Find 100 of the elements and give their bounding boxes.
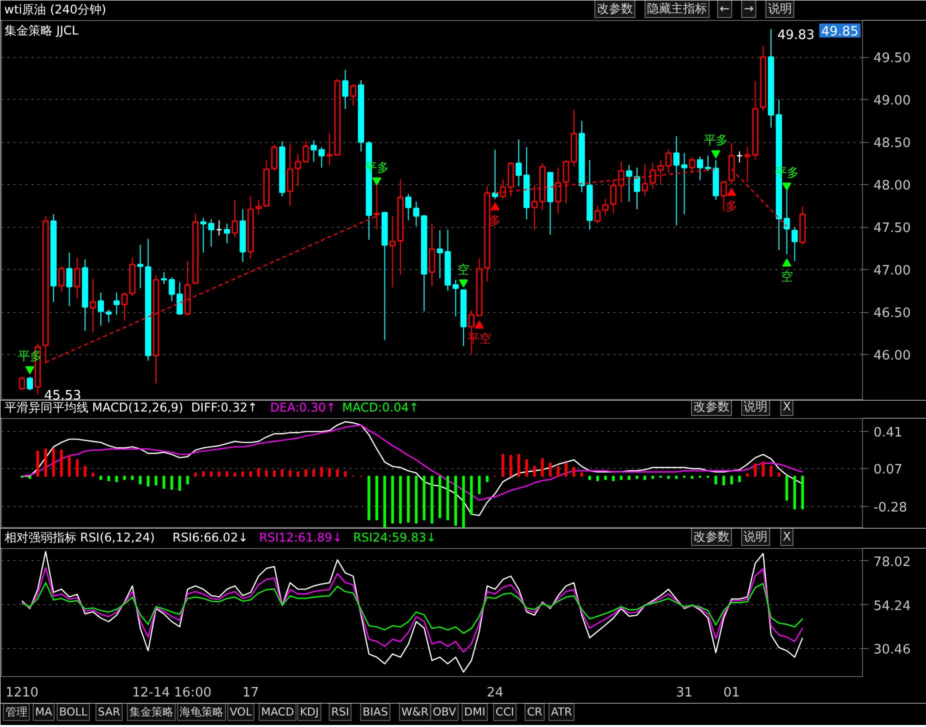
x-tick-label: 01	[723, 686, 740, 700]
candlestick	[255, 199, 262, 215]
y-tick-label: 48.00	[874, 178, 911, 194]
candlestick	[389, 216, 396, 288]
x-tick-label: 12-14 16:00	[132, 686, 212, 700]
x-tick-label: 24	[486, 686, 504, 700]
line-series	[21, 551, 804, 673]
candlestick	[286, 144, 294, 206]
chart-title: 平滑异同平均线 MACD(12,26,9)	[4, 400, 184, 414]
text: W&R	[401, 706, 429, 718]
line-series	[21, 424, 804, 501]
text: OBV	[432, 706, 457, 718]
y-tick-label: 47.50	[874, 221, 911, 236]
annotation: 改参数	[693, 400, 730, 414]
candlestick	[216, 220, 222, 236]
text: RSI24:59.83↓	[353, 530, 436, 544]
candlestick	[18, 376, 26, 391]
text: 49.85	[821, 24, 858, 40]
candlestick	[405, 193, 412, 221]
candlestick	[121, 292, 128, 322]
text: MACD:0.04↑	[342, 400, 419, 414]
candlestick	[26, 376, 33, 391]
text: 集金策略	[129, 706, 174, 718]
text: 海龟策略	[179, 706, 224, 718]
y-tick-label: 30.46	[874, 642, 911, 658]
text: ATR	[550, 706, 572, 718]
candlestick	[665, 149, 672, 174]
candlestick	[696, 156, 704, 181]
text: BOLL	[59, 706, 88, 718]
line-series	[21, 567, 804, 653]
line-series	[21, 582, 804, 634]
series-label: DEA:0.30↑	[270, 400, 336, 414]
text: 隐藏主指标	[647, 2, 708, 16]
text: →	[744, 2, 754, 16]
candlestick	[66, 252, 72, 307]
annotation: X	[782, 400, 791, 414]
y-tick-label: 0.41	[874, 426, 902, 441]
text: SAR	[98, 706, 121, 718]
text: BIAS	[362, 706, 388, 718]
text: RSI	[331, 706, 350, 718]
annotation: 说明	[744, 400, 768, 414]
text: DMI	[464, 706, 486, 718]
candlestick	[326, 133, 333, 166]
y-tick-label: 54.24	[874, 598, 911, 614]
candlestick	[74, 257, 80, 299]
x-tick-label: 31	[676, 686, 693, 700]
candlestick	[224, 223, 230, 244]
line-series	[21, 421, 804, 516]
text: MACD	[261, 706, 294, 718]
y-tick-label: 78.02	[874, 554, 911, 570]
candlestick	[594, 205, 601, 224]
y-tick-label: 47.00	[874, 264, 911, 279]
text: ←	[720, 2, 730, 16]
text: 改参数	[596, 2, 633, 16]
text: 说明	[768, 2, 792, 16]
candlestick	[90, 278, 96, 333]
chart-title: 相对强弱指标 RSI(6,12,24)	[4, 530, 155, 544]
candlestick	[736, 150, 743, 163]
candlestick	[704, 155, 712, 172]
text: RSI12:61.89↓	[259, 530, 342, 544]
candlestick	[634, 167, 640, 210]
text: DIFF:0.32↑	[191, 400, 258, 414]
candlestick	[413, 201, 420, 227]
candlestick	[232, 199, 238, 238]
y-tick-label: 46.00	[874, 348, 911, 364]
candlestick	[602, 198, 609, 216]
text: 改参数	[693, 530, 730, 544]
y-tick-label: -0.28	[874, 500, 908, 516]
y-tick-label: 48.50	[874, 136, 911, 152]
y-tick-label: 46.50	[874, 306, 911, 322]
text: 说明	[744, 530, 768, 544]
candlestick	[294, 153, 302, 187]
text: MA	[35, 706, 53, 718]
candlestick	[626, 164, 632, 202]
text: KDJ	[300, 706, 319, 718]
x-tick-label: 1210	[5, 686, 39, 700]
data-label: 多	[726, 199, 738, 214]
chart-title: wti原油 (240分钟)	[4, 2, 106, 16]
y-tick-label: 49.00	[874, 94, 911, 109]
data-label: 空	[458, 262, 470, 276]
candlestick	[302, 140, 309, 163]
data-label: 空	[780, 270, 793, 284]
candlestick	[114, 292, 120, 316]
candlestick	[428, 223, 436, 286]
chart-subtitle: 集金策略 JJCL	[4, 24, 79, 38]
candlestick	[137, 244, 144, 289]
text: 49.83	[777, 28, 815, 43]
data-label: 平多	[704, 133, 728, 148]
candlestick	[98, 292, 104, 326]
y-tick-label: 0.07	[874, 462, 902, 478]
text: RSI6:66.02↓	[172, 530, 248, 544]
text: 管理	[5, 706, 28, 718]
candlestick	[350, 84, 356, 106]
candlestick	[58, 266, 65, 292]
text: CR	[526, 706, 543, 718]
text: CCI	[496, 706, 514, 718]
candlestick	[792, 226, 798, 262]
candlestick	[271, 144, 278, 172]
text: X	[782, 530, 791, 544]
text: VOL	[230, 706, 253, 718]
